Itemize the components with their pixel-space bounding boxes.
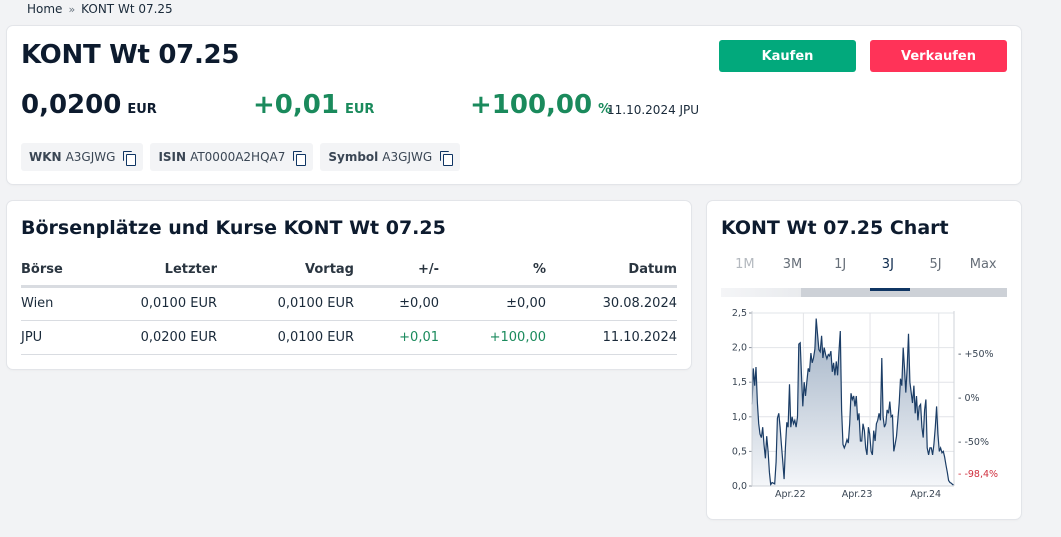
copy-icon[interactable]: [123, 150, 137, 166]
quote-date: 30.08.2024: [546, 286, 677, 321]
change-pct-value: +100,00: [470, 90, 593, 120]
exchanges-card: Börsenplätze und Kurse KONT Wt 07.25 Bör…: [7, 201, 691, 369]
buy-button[interactable]: Kaufen: [719, 40, 856, 72]
svg-text:Apr.23: Apr.23: [842, 489, 873, 500]
exchanges-table: Börse Letzter Vortag +/- % Datum Wien 0,…: [21, 254, 677, 355]
svg-text:- -50%: - -50%: [958, 437, 989, 448]
svg-text:- 0%: - 0%: [958, 393, 980, 404]
column-header: Letzter: [101, 254, 217, 288]
exchanges-title: Börsenplätze und Kurse KONT Wt 07.25: [21, 217, 446, 239]
change-abs-currency: EUR: [344, 102, 375, 117]
percent-change: +100,00 %: [470, 90, 611, 120]
tag-value: A3GJWG: [382, 150, 433, 164]
price-value: 0,0200: [21, 90, 122, 120]
tag-value: AT0000A2HQA7: [190, 150, 286, 164]
tab-5j[interactable]: 5J: [929, 257, 942, 272]
chart-range-tabs: 1M 3M 1J 3J 5J Max: [721, 257, 1007, 282]
svg-text:Apr.24: Apr.24: [910, 489, 941, 500]
price-chart[interactable]: 0,0 0,5 1,0 1,5 2,0 2,5 Apr.22 Apr.23 Apr.24 - +5…: [707, 301, 1021, 501]
change-abs: +0,01: [354, 320, 439, 355]
last-price: 0,0200 EUR: [101, 320, 217, 355]
range-slider-bar[interactable]: [721, 288, 1007, 297]
tag-label: WKN: [29, 150, 62, 164]
tab-3m[interactable]: 3M: [782, 257, 803, 272]
exchange-name[interactable]: JPU: [21, 320, 101, 355]
tab-3j[interactable]: 3J: [881, 257, 894, 272]
svg-text:1,0: 1,0: [732, 412, 747, 423]
svg-text:- +50%: - +50%: [958, 349, 994, 360]
change-abs: ±0,00: [354, 286, 439, 321]
chart-axes: 0,0 0,5 1,0 1,5 2,0 2,5 Apr.22 Apr.23 Apr.24 - +5…: [732, 308, 998, 500]
svg-text:2,0: 2,0: [732, 343, 747, 354]
svg-text:Apr.22: Apr.22: [775, 489, 806, 500]
chart-price-line: [751, 318, 954, 487]
active-tab-indicator: [870, 288, 910, 291]
page-title: KONT Wt 07.25: [21, 40, 240, 70]
change-pct: +100,00: [439, 320, 546, 355]
price-currency: EUR: [127, 102, 157, 117]
tab-1j[interactable]: 1J: [834, 257, 847, 272]
breadcrumb: Home » KONT Wt 07.25: [27, 2, 173, 16]
change-pct-unit: %: [598, 102, 612, 117]
column-header: Datum: [546, 254, 677, 288]
sell-button[interactable]: Verkaufen: [870, 40, 1007, 72]
quote-date: 11.10.2024: [546, 320, 677, 355]
table-row[interactable]: JPU 0,0200 EUR 0,0100 EUR +0,01 +100,00 …: [21, 320, 677, 355]
svg-text:1,5: 1,5: [732, 377, 747, 388]
chart-title: KONT Wt 07.25 Chart: [721, 217, 949, 239]
column-header: Börse: [21, 254, 101, 288]
symbol-tag: Symbol A3GJWG: [320, 143, 461, 171]
table-row[interactable]: Wien 0,0100 EUR 0,0100 EUR ±0,00 ±0,00 3…: [21, 286, 677, 321]
column-header: Vortag: [217, 254, 354, 288]
identifier-tags: WKN A3GJWG ISIN AT0000A2HQA7 Symbol A3GJ…: [21, 143, 461, 171]
tab-1m[interactable]: 1M: [735, 257, 755, 272]
previous-price: 0,0100 EUR: [217, 286, 354, 321]
svg-text:0,0: 0,0: [732, 481, 747, 492]
instrument-header-card: KONT Wt 07.25 Kaufen Verkaufen 0,0200 EU…: [7, 26, 1021, 184]
svg-text:2,5: 2,5: [732, 308, 747, 319]
svg-text:- -98,4%: - -98,4%: [958, 469, 998, 480]
tab-max[interactable]: Max: [969, 257, 997, 272]
tag-label: ISIN: [158, 150, 187, 164]
breadcrumb-current: KONT Wt 07.25: [81, 2, 173, 16]
last-price: 0,0100 EUR: [101, 286, 217, 321]
breadcrumb-separator-icon: »: [68, 2, 76, 16]
tag-label: Symbol: [328, 150, 379, 164]
exchange-name[interactable]: Wien: [21, 286, 101, 321]
column-header: %: [439, 254, 546, 288]
quote-date-exchange: 11.10.2024 JPU: [607, 103, 700, 117]
copy-icon[interactable]: [293, 150, 307, 166]
change-abs-value: +0,01: [253, 90, 339, 120]
isin-tag: ISIN AT0000A2HQA7: [150, 143, 314, 171]
chart-card: KONT Wt 07.25 Chart 1M 3M 1J 3J 5J Max 0…: [707, 201, 1021, 519]
change-pct: ±0,00: [439, 286, 546, 321]
tag-value: A3GJWG: [65, 150, 116, 164]
table-header-row: Börse Letzter Vortag +/- % Datum: [21, 254, 677, 288]
copy-icon[interactable]: [440, 150, 454, 166]
svg-text:0,5: 0,5: [732, 446, 747, 457]
wkn-tag: WKN A3GJWG: [21, 143, 144, 171]
last-price: 0,0200 EUR: [21, 90, 157, 120]
previous-price: 0,0100 EUR: [217, 320, 354, 355]
column-header: +/-: [354, 254, 439, 288]
absolute-change: +0,01 EUR: [253, 90, 374, 120]
breadcrumb-home[interactable]: Home: [27, 2, 63, 16]
